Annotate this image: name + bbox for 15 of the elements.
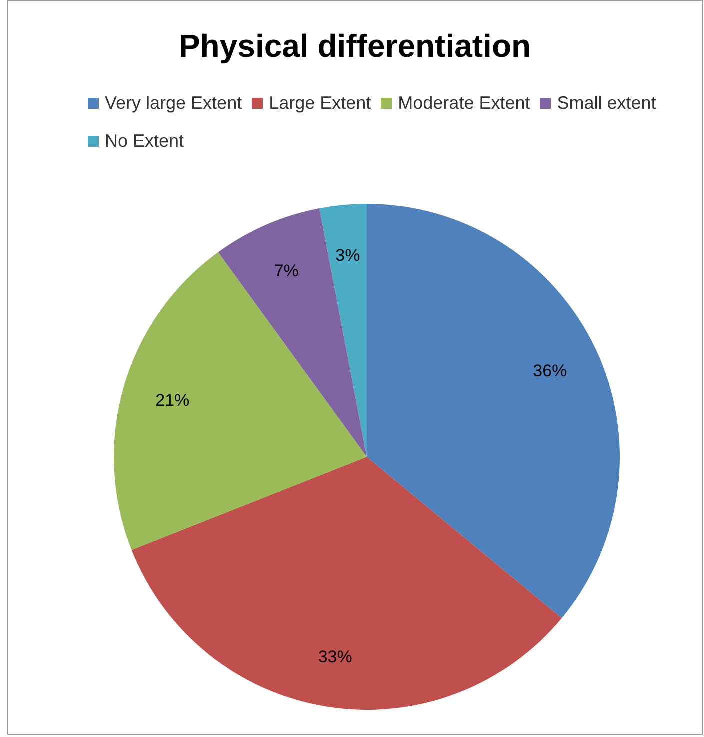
legend-label: Small extent <box>556 92 656 114</box>
data-label: 33% <box>318 647 352 666</box>
chart-title: Physical differentiation <box>178 28 532 65</box>
data-label: 7% <box>274 262 299 281</box>
pie-slice <box>218 208 367 457</box>
data-label: 21% <box>156 391 190 410</box>
legend-label: No Extent <box>104 130 184 152</box>
legend-label: Moderate Extent <box>397 92 530 114</box>
legend-label: Very large Extent <box>104 92 242 114</box>
pie-slice <box>367 204 620 618</box>
data-label: 3% <box>336 246 360 265</box>
data-label: 36% <box>533 361 568 380</box>
legend-label: Large Extent <box>268 92 372 114</box>
pie-slice <box>320 204 367 457</box>
pie-slice <box>132 457 562 710</box>
